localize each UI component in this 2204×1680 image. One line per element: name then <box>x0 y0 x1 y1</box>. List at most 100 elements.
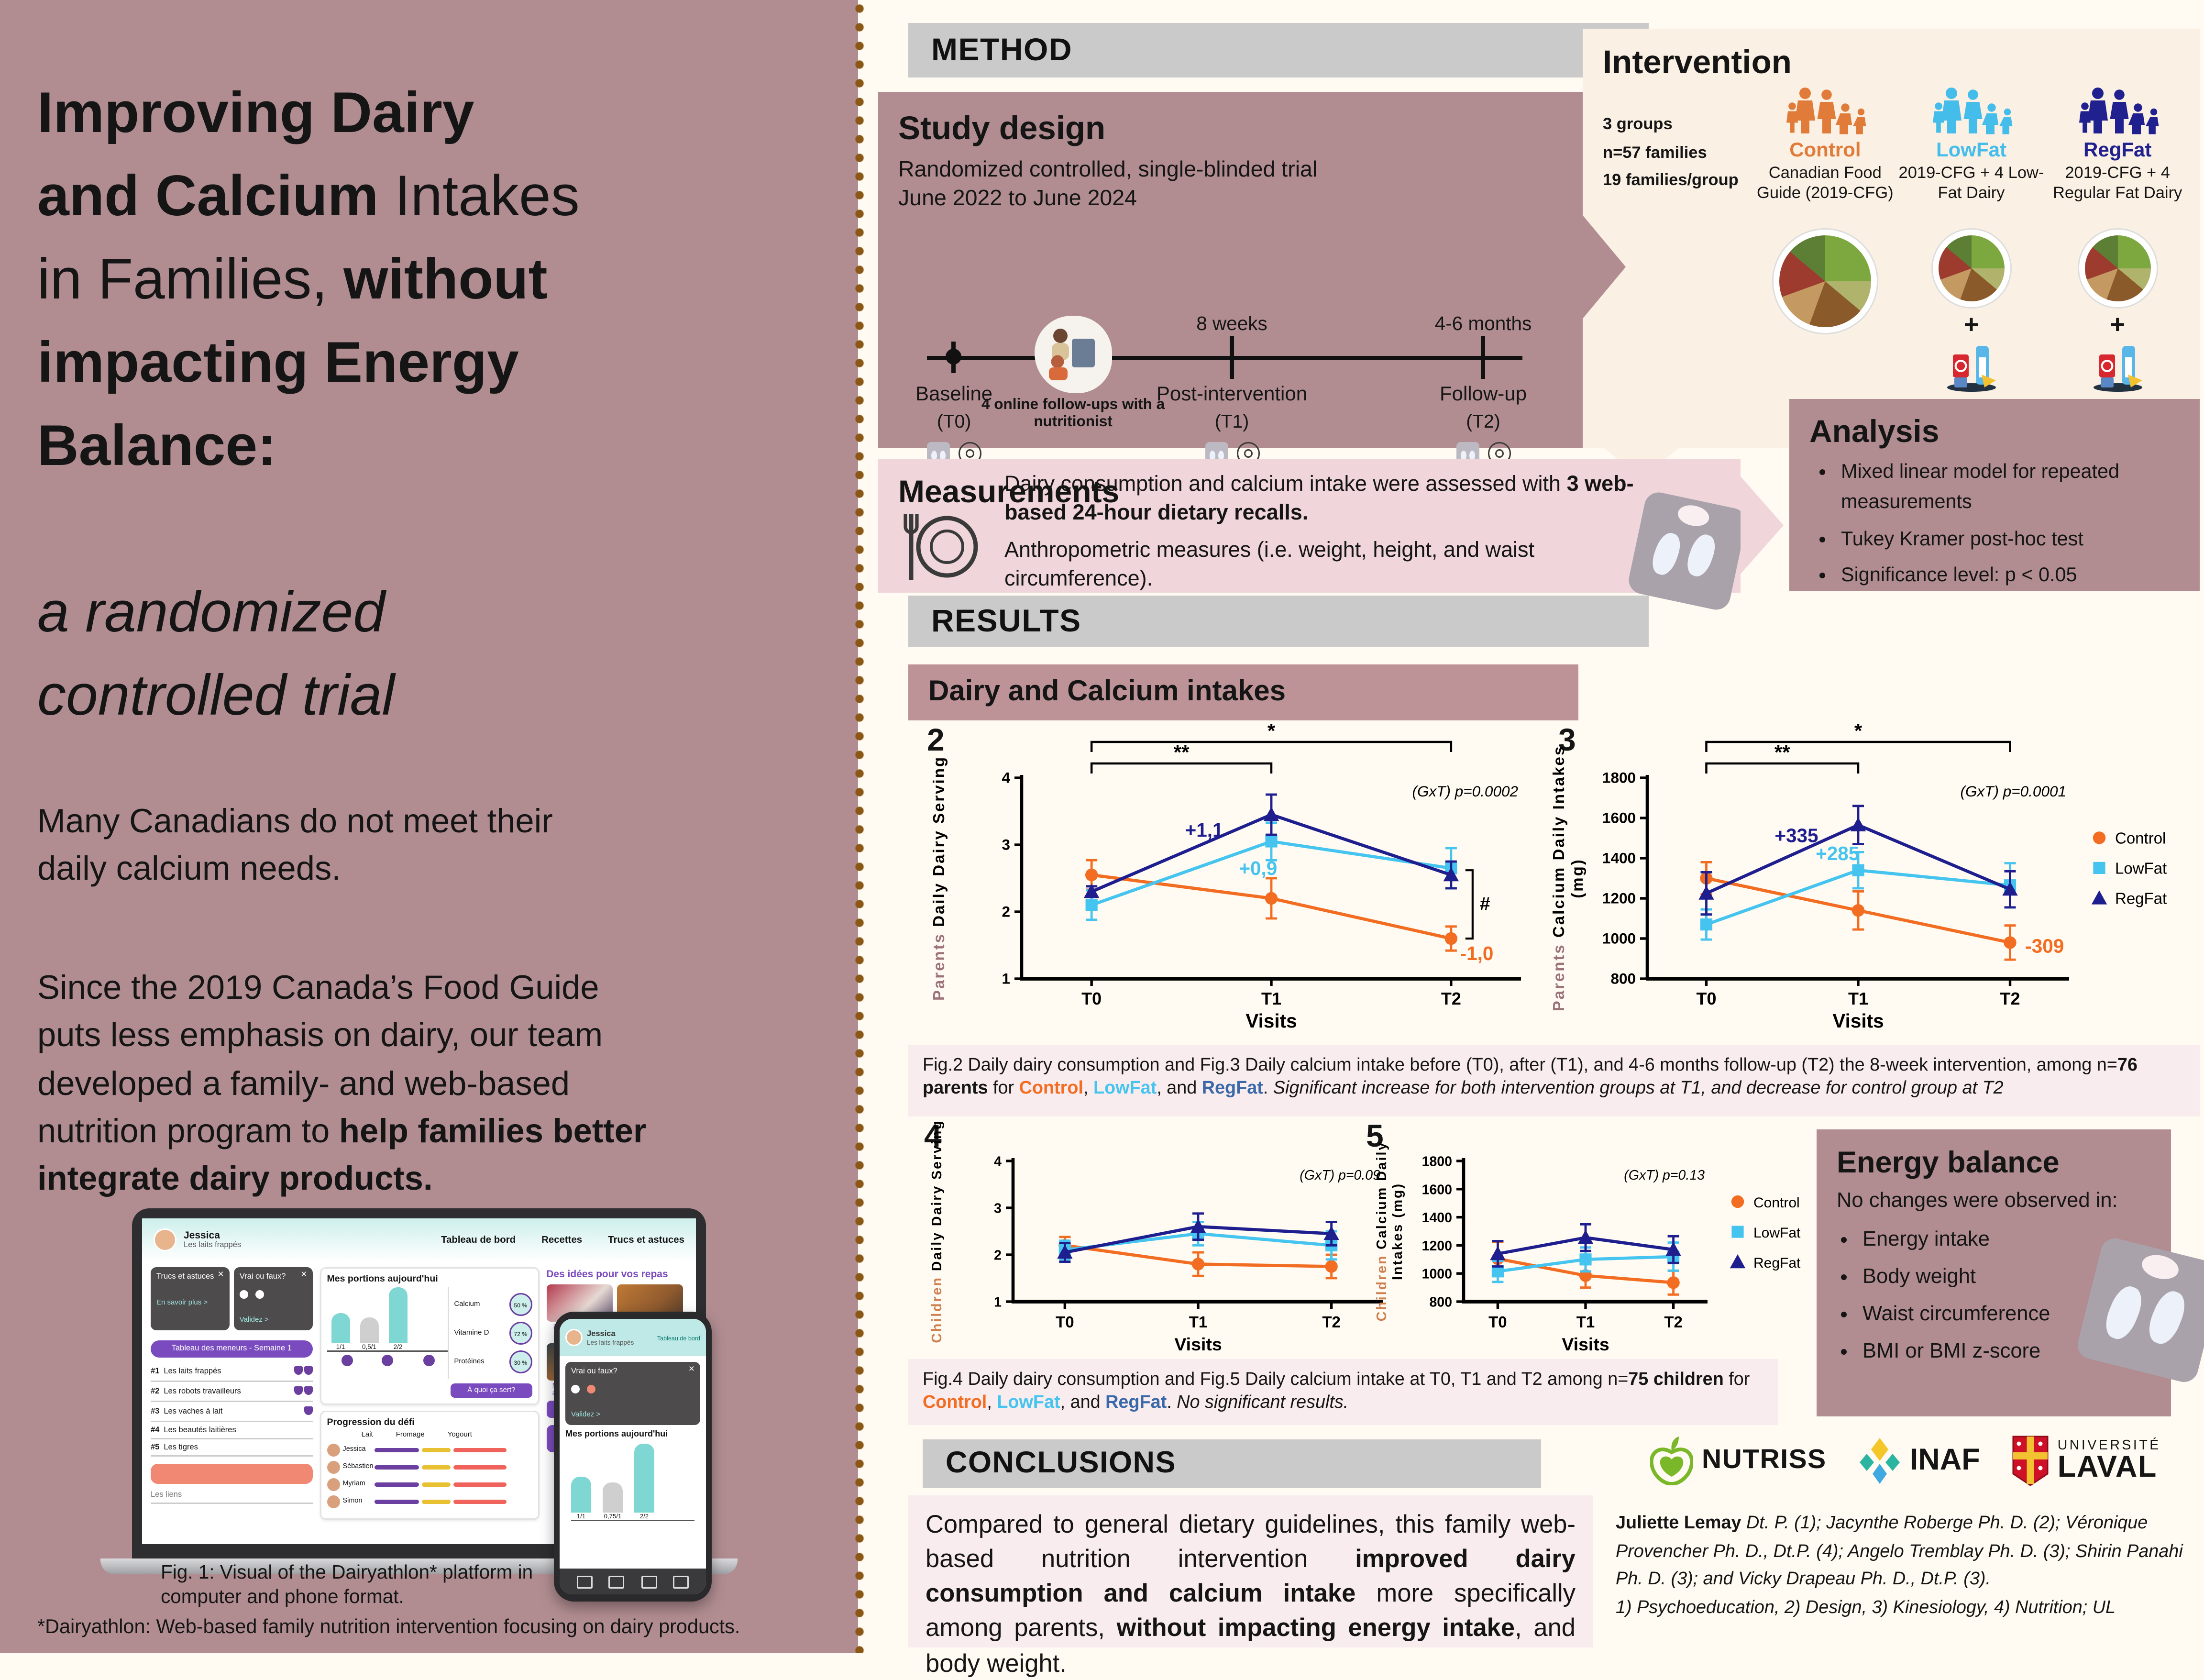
svg-text:(GxT) p=0.13: (GxT) p=0.13 <box>1624 1168 1705 1183</box>
laval-logo: UNIVERSITÉ LAVAL <box>2012 1435 2161 1487</box>
svg-text:T1: T1 <box>1189 1313 1208 1331</box>
dairy-products-icon <box>1947 346 1996 392</box>
dairyathlon-footnote: *Dairyathlon: Web-based family nutrition… <box>37 1616 740 1637</box>
energy-balance-bullets: Energy intakeBody weightWaist circumfere… <box>1840 1221 2151 1371</box>
fig3-chart: 800 1000 1200 1400 1600 1800 T0 T1 T2 Visits Paren… <box>1550 718 2201 1049</box>
svg-text:**: ** <box>1174 741 1190 763</box>
authors-block: Juliette Lemay Dt. P. (1); Jacynthe Robe… <box>1616 1513 2183 1617</box>
app-tab: Recettes <box>541 1235 583 1245</box>
dotted-separator <box>852 0 867 1653</box>
intervention-groups: Control Canadian Food Guide (2019-CFG) + <box>1752 86 2191 418</box>
app-nav-tabs: Tableau de bord Recettes Trucs et astuces <box>441 1235 684 1245</box>
analysis-panel: Analysis Mixed linear model for repeated… <box>1789 399 2200 591</box>
trophy-icons <box>293 1385 313 1397</box>
inaf-diamonds-icon <box>1859 1438 1900 1484</box>
progress-row: Simon <box>327 1495 532 1508</box>
intervention-group: Control Canadian Food Guide (2019-CFG) + <box>1752 86 1898 418</box>
chevron-down-icon <box>382 1355 394 1366</box>
intervention-panel: Intervention 3 groups n=57 families 19 fam… <box>1583 29 2200 448</box>
svg-text:Control: Control <box>2115 829 2166 847</box>
svg-text:1200: 1200 <box>1602 890 1636 907</box>
fig5-chart: 800 1000 1200 1400 1600 1800 T0 T1 T2 Visits Child… <box>1374 1118 1828 1366</box>
trophy-icons <box>293 1365 313 1377</box>
trophy-icons <box>303 1405 313 1417</box>
app-team-name: Les laits frappés <box>184 1240 242 1249</box>
plus-sign: + <box>2110 310 2125 339</box>
method-band: METHOD <box>908 23 1649 77</box>
avatar <box>327 1495 340 1508</box>
analysis-bullets: Mixed linear model for repeated measurem… <box>1815 456 2180 591</box>
svg-text:**: ** <box>1774 741 1790 763</box>
svg-text:3: 3 <box>1002 836 1010 853</box>
svg-text:Intakes (mg): Intakes (mg) <box>1390 1183 1405 1280</box>
svg-text:Parents Daily Dairy Serving: Parents Daily Dairy Serving <box>930 756 948 1001</box>
fig5-number: 5 <box>1366 1118 1384 1154</box>
leaderboard-row: #1 Les laits frappés <box>151 1362 313 1382</box>
true-false-card: Vrai ou faux? × Validez > <box>233 1267 313 1330</box>
cfg-plate-image <box>1773 230 1877 333</box>
svg-text:+335: +335 <box>1774 824 1818 846</box>
svg-text:1: 1 <box>1002 970 1010 987</box>
measurements-text-2: Anthropometric measures (i.e. weight, he… <box>1004 538 1535 591</box>
svg-text:Children Daily Dairy Serving: Children Daily Dairy Serving <box>929 1119 945 1343</box>
svg-text:2: 2 <box>994 1248 1002 1263</box>
left-panel: Improving Dairy and Calcium Intakes in F… <box>0 0 858 1653</box>
leaderboard-row: #5 Les tigres <box>151 1439 313 1457</box>
svg-text:1600: 1600 <box>1422 1182 1452 1197</box>
cfg-plate-image <box>1932 230 2010 307</box>
svg-text:Parents Calcium Daily Intakes: Parents Calcium Daily Intakes <box>1550 745 1567 1012</box>
svg-text:T2: T2 <box>1322 1313 1341 1331</box>
svg-text:RegFat: RegFat <box>1753 1255 1801 1271</box>
conclusions-box: Compared to general dietary guidelines, … <box>908 1495 1593 1677</box>
portions-bars: 1/1 0,5/1 2/2 <box>327 1287 449 1352</box>
progress-row: Jessica <box>327 1444 532 1457</box>
portions-card: Mes portions aujourd'hui 1/1 0,5/1 2/2 <box>320 1267 540 1405</box>
svg-text:3: 3 <box>994 1201 1002 1216</box>
fig4-chart: 1 2 3 4 T0 T1 T2 Visits Children Daily Dairy Ser… <box>929 1118 1403 1366</box>
intervention-title: Intervention <box>1603 43 1792 80</box>
svg-text:+1,1: +1,1 <box>1185 819 1223 841</box>
svg-text:800: 800 <box>1429 1295 1452 1310</box>
measurements-title: Measurements <box>898 474 1120 509</box>
app-tab: Trucs et astuces <box>608 1235 684 1245</box>
fig2-chart: 1 2 3 4 T0 T1 T2 Visits Parents Daily Dairy Serv… <box>930 718 1547 1049</box>
fig1-caption: Fig. 1: Visual of the Dairyathlon* platf… <box>161 1561 533 1607</box>
svg-text:-309: -309 <box>2025 935 2064 957</box>
svg-text:+285: +285 <box>1816 842 1859 864</box>
leaderboard-row: #4 Les beautés laitières <box>151 1422 313 1439</box>
study-design-line2: June 2022 to June 2024 <box>898 187 1137 211</box>
svg-text:2: 2 <box>1002 903 1010 920</box>
svg-text:*: * <box>1267 719 1276 742</box>
bathroom-scale-image <box>1626 489 1749 613</box>
svg-text:#: # <box>1480 894 1490 915</box>
energy-balance-intro: No changes were observed in: <box>1837 1190 2118 1213</box>
close-icon: × <box>688 1365 694 1375</box>
portion-bar <box>360 1318 379 1343</box>
intro-paragraph-1: Many Canadians do not meet their daily c… <box>37 802 553 888</box>
svg-text:T2: T2 <box>2000 989 2020 1008</box>
plate-cutlery-icon <box>904 514 978 580</box>
poster-title: Improving Dairy and Calcium Intakes in F… <box>37 82 580 728</box>
energy-balance-title: Energy balance <box>1837 1147 2060 1180</box>
portion-bar <box>388 1287 408 1343</box>
nutriss-apple-icon <box>1650 1437 1693 1485</box>
svg-text:(GxT) p=0.0001: (GxT) p=0.0001 <box>1961 783 2066 800</box>
svg-text:1200: 1200 <box>1422 1238 1452 1254</box>
svg-text:-1,0: -1,0 <box>1460 942 1494 964</box>
study-arrow-right <box>1583 215 1626 319</box>
close-icon: × <box>218 1270 224 1280</box>
svg-text:T0: T0 <box>1696 989 1716 1008</box>
grid-icon <box>576 1575 593 1588</box>
svg-text:LowFat: LowFat <box>2115 859 2167 877</box>
svg-text:Visits: Visits <box>1174 1334 1222 1354</box>
alert-banner <box>151 1464 313 1484</box>
svg-text:4: 4 <box>1002 769 1010 786</box>
fig2-number: 2 <box>927 722 945 758</box>
avatar <box>327 1444 340 1457</box>
svg-text:T1: T1 <box>1848 989 1868 1008</box>
measurements-arrow-right <box>1741 476 1784 574</box>
avatar <box>154 1228 176 1251</box>
intro-paragraph-2: Since the 2019 Canada’s Food Guide puts … <box>37 969 647 1198</box>
close-icon: × <box>301 1270 307 1280</box>
